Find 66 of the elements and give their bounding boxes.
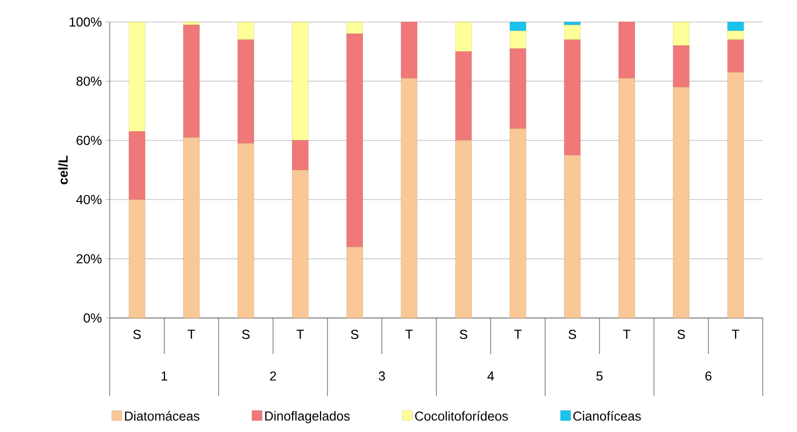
x-tick-label: T xyxy=(296,330,304,339)
y-tick-label: 60% xyxy=(76,136,102,145)
bar xyxy=(183,22,200,26)
bar xyxy=(510,48,526,129)
legend-label: Cianofíceas xyxy=(573,411,641,421)
bar xyxy=(238,143,254,318)
x-tick-label: T xyxy=(732,330,740,339)
bar xyxy=(455,22,472,52)
bar xyxy=(183,24,200,138)
bar xyxy=(510,128,526,318)
bar xyxy=(510,22,526,32)
y-tick-label: 100% xyxy=(70,17,102,27)
bar xyxy=(128,22,146,132)
bar xyxy=(128,131,146,200)
bar xyxy=(727,22,744,32)
x-tick-label: S xyxy=(677,330,685,340)
text: 3 xyxy=(378,371,385,381)
bar xyxy=(618,22,635,78)
bar xyxy=(727,72,744,318)
bar xyxy=(400,22,418,78)
x-tick-label: T xyxy=(623,330,630,339)
bar xyxy=(292,22,308,141)
text: 4 xyxy=(487,372,494,380)
bar xyxy=(673,46,690,88)
bar xyxy=(400,78,418,318)
text: 6 xyxy=(705,371,712,381)
bar xyxy=(183,137,200,318)
legend-label: Diatomáceas xyxy=(125,411,200,421)
legend-label: Dinoflagelados xyxy=(265,411,350,424)
bar xyxy=(292,140,308,170)
bar xyxy=(673,86,690,318)
text: 2 xyxy=(270,371,276,381)
bar xyxy=(292,170,308,318)
x-tick-label: S xyxy=(242,330,250,340)
y-tick-label: 80% xyxy=(76,76,102,86)
y-tick-label: 40% xyxy=(76,194,102,204)
bar xyxy=(455,140,472,318)
y-tick-label: 20% xyxy=(76,254,102,264)
x-tick-label: T xyxy=(405,330,413,339)
x-tick-label: S xyxy=(460,330,468,340)
bar xyxy=(564,22,580,26)
text: 5 xyxy=(596,371,603,381)
bar xyxy=(510,30,526,49)
legend-label: Cocolitoforídeos xyxy=(415,411,508,421)
bar xyxy=(564,24,580,40)
bar xyxy=(727,40,744,72)
bar xyxy=(128,199,146,318)
bar xyxy=(346,34,363,248)
bar xyxy=(455,51,472,141)
bar xyxy=(727,30,744,40)
bar xyxy=(673,22,690,46)
bar xyxy=(618,78,635,318)
bar xyxy=(564,40,580,156)
y-axis-title: cel/L xyxy=(58,156,68,184)
y-tick-label: 0% xyxy=(84,313,102,323)
x-tick-label: S xyxy=(350,330,358,340)
bar xyxy=(346,246,363,318)
x-tick-label: S xyxy=(568,330,576,340)
x-tick-label: S xyxy=(133,330,141,340)
bar xyxy=(346,22,363,34)
text: 1 xyxy=(162,372,168,380)
x-tick-label: T xyxy=(514,330,522,339)
x-tick-label: T xyxy=(188,330,196,339)
bar xyxy=(564,155,580,318)
bar xyxy=(238,40,254,144)
bar xyxy=(238,22,254,40)
